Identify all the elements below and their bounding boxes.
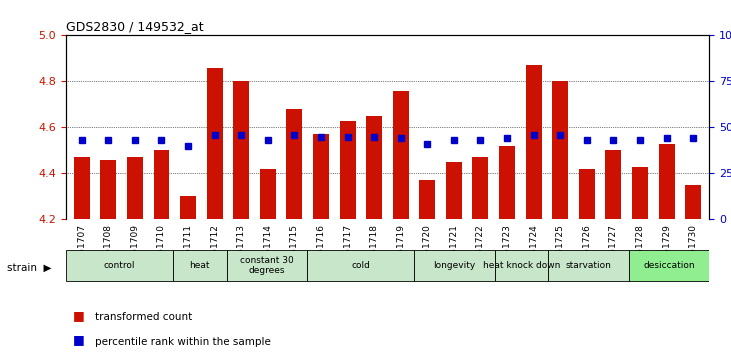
Text: heat: heat — [189, 261, 210, 270]
Bar — [420, 180, 435, 354]
Bar — [207, 68, 223, 354]
FancyBboxPatch shape — [66, 250, 173, 281]
Bar — [180, 196, 196, 354]
FancyBboxPatch shape — [629, 250, 709, 281]
Text: starvation: starvation — [566, 261, 611, 270]
Bar — [233, 81, 249, 354]
Text: heat knock down: heat knock down — [482, 261, 560, 270]
FancyBboxPatch shape — [227, 250, 307, 281]
Bar — [260, 169, 276, 354]
Bar — [287, 109, 303, 354]
FancyBboxPatch shape — [548, 250, 629, 281]
Bar — [605, 150, 621, 354]
Bar — [579, 169, 595, 354]
Text: GDS2830 / 149532_at: GDS2830 / 149532_at — [66, 20, 203, 33]
FancyBboxPatch shape — [173, 250, 227, 281]
Bar — [74, 157, 90, 354]
Bar — [472, 157, 488, 354]
Text: transformed count: transformed count — [95, 312, 192, 322]
Bar — [499, 146, 515, 354]
Text: cold: cold — [351, 261, 370, 270]
Bar — [154, 150, 170, 354]
Text: desiccation: desiccation — [643, 261, 694, 270]
Text: constant 30
degrees: constant 30 degrees — [240, 256, 294, 275]
Bar — [446, 162, 462, 354]
Bar — [340, 120, 355, 354]
Bar — [313, 134, 329, 354]
Text: control: control — [104, 261, 135, 270]
Text: ■: ■ — [73, 333, 85, 346]
Bar — [659, 143, 675, 354]
Bar — [127, 157, 143, 354]
FancyBboxPatch shape — [307, 250, 414, 281]
Bar — [366, 116, 382, 354]
Text: ■: ■ — [73, 309, 85, 321]
Text: strain  ▶: strain ▶ — [7, 262, 52, 272]
Bar — [685, 185, 701, 354]
Text: percentile rank within the sample: percentile rank within the sample — [95, 337, 271, 347]
Bar — [632, 167, 648, 354]
FancyBboxPatch shape — [414, 250, 495, 281]
FancyBboxPatch shape — [495, 250, 548, 281]
Bar — [526, 65, 542, 354]
Bar — [393, 91, 409, 354]
Bar — [552, 81, 568, 354]
Bar — [100, 160, 116, 354]
Text: longevity: longevity — [433, 261, 476, 270]
